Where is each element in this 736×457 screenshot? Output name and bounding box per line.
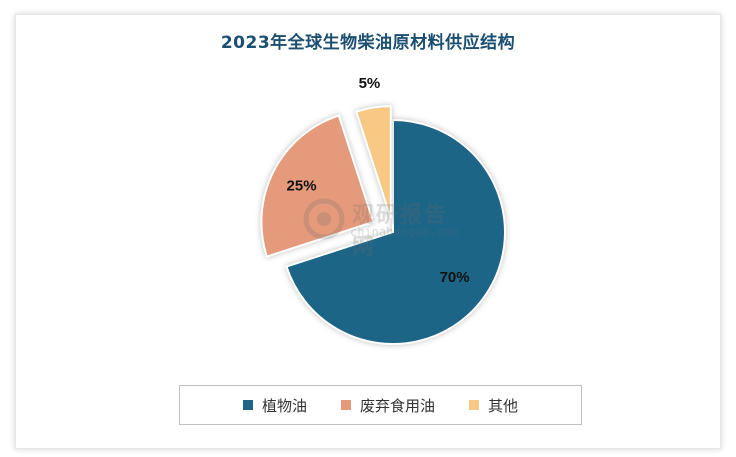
chart-frame [15,14,721,449]
chart-title: 2023年全球生物柴油原材料供应结构 [220,33,516,53]
legend-label: 其他 [488,396,519,415]
legend-item-waste-cooking-oil: 废弃食用油 [340,395,435,416]
data-label: 5% [359,75,381,92]
slice-waste-cooking-oil [260,114,375,258]
legend-swatch [469,400,479,410]
legend-swatch [340,400,351,410]
legend: 植物油 废弃食用油 其他 [179,385,582,425]
legend-label: 植物油 [261,396,307,415]
legend-item-other: 其他 [469,395,518,416]
data-label: 70% [440,269,470,286]
slice-vegetable-oil [285,118,506,345]
legend-label: 废弃食用油 [359,396,435,415]
slice-other [354,105,392,219]
data-label: 25% [287,177,317,194]
legend-item-vegetable-oil: 植物油 [242,395,307,416]
legend-swatch [242,400,253,410]
